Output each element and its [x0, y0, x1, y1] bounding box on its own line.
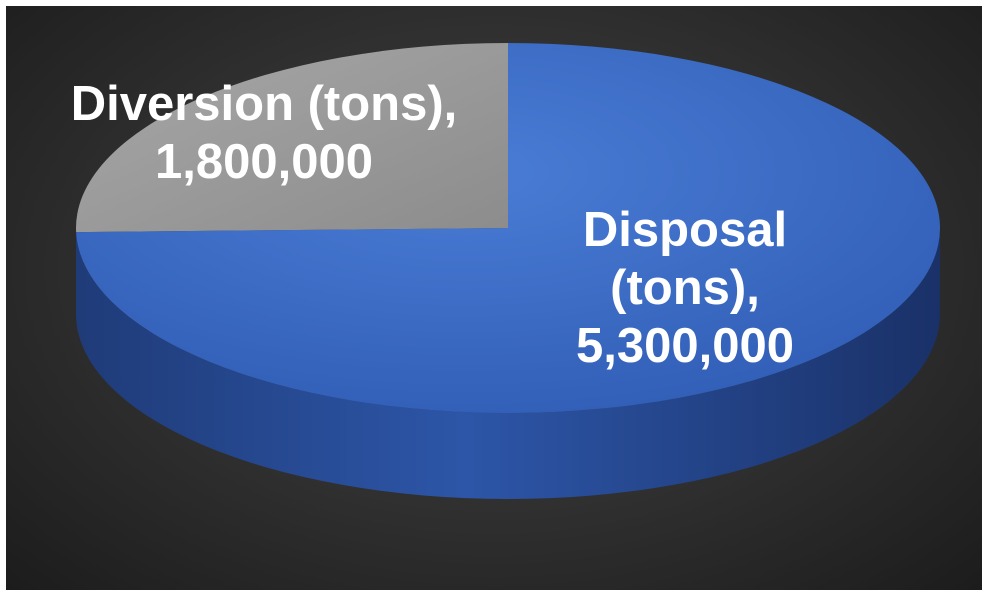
slice-diversion	[76, 43, 508, 233]
chart-area: Diversion (tons), 1,800,000 Disposal (tons)…	[6, 6, 982, 590]
label-diversion: Diversion (tons), 1,800,000	[71, 77, 458, 189]
slice-disposal	[76, 43, 940, 414]
label-disposal-line: Disposal	[583, 203, 787, 257]
label-disposal-line: (tons),	[610, 261, 760, 315]
label-diversion-line: Diversion (tons),	[71, 77, 458, 131]
pie-chart: Diversion (tons), 1,800,000 Disposal (tons)…	[71, 43, 940, 499]
slice-disposal-side	[76, 228, 940, 499]
label-diversion-line: 1,800,000	[155, 135, 373, 189]
label-disposal: Disposal (tons), 5,300,000	[576, 203, 794, 373]
label-disposal-line: 5,300,000	[576, 319, 794, 373]
